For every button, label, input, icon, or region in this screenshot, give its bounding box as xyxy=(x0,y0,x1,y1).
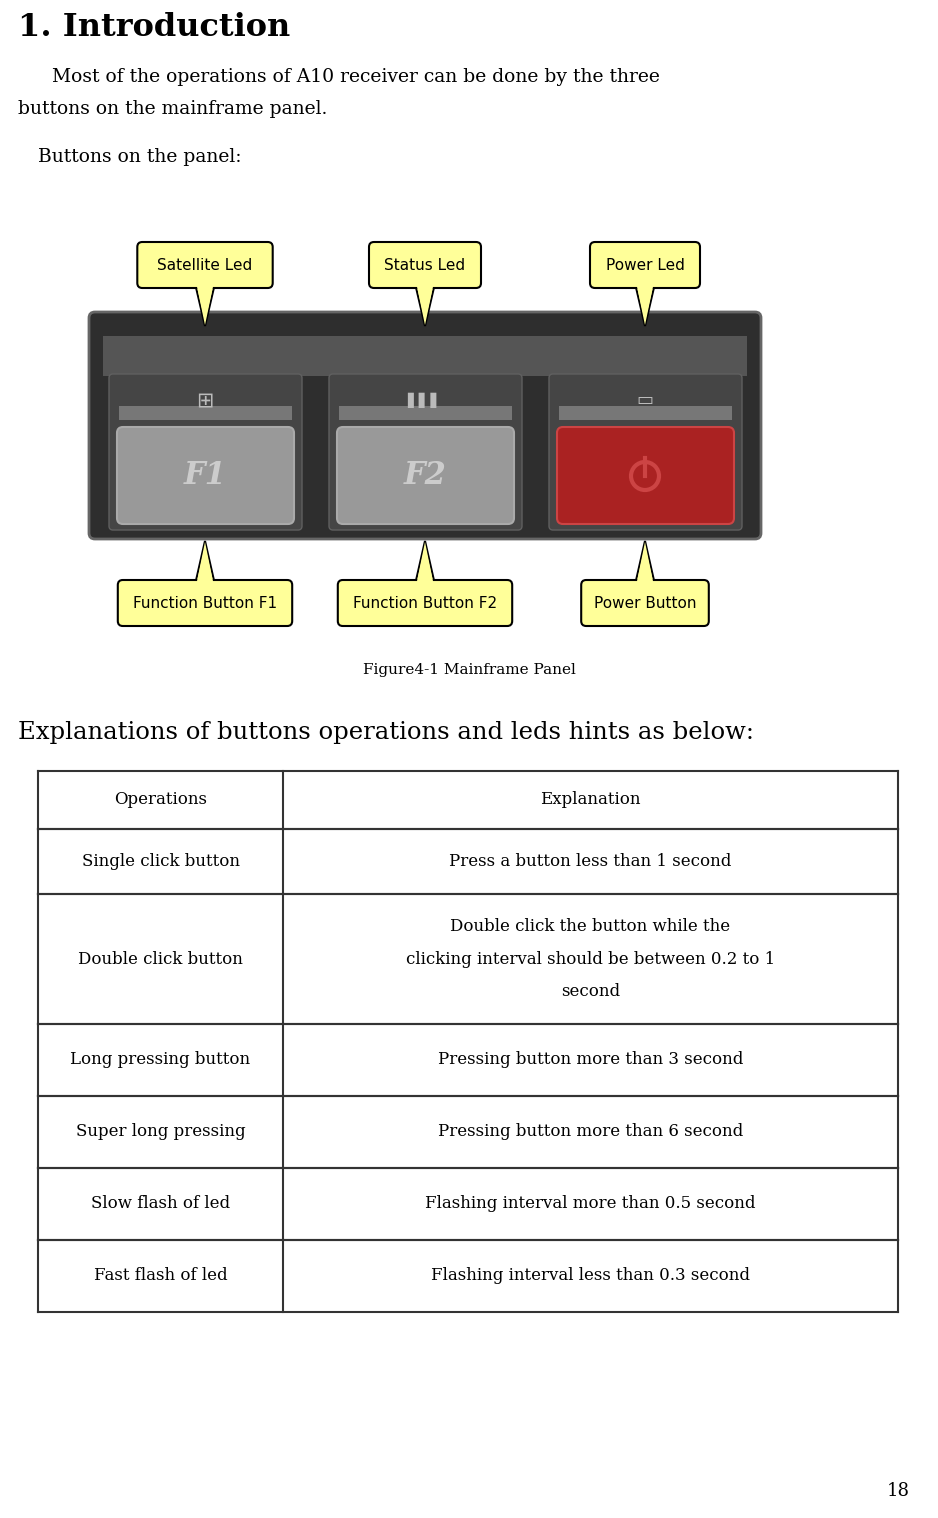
Text: Most of the operations of A10 receiver can be done by the three: Most of the operations of A10 receiver c… xyxy=(52,68,659,87)
Text: ▌▌▌: ▌▌▌ xyxy=(407,392,443,408)
Polygon shape xyxy=(195,282,215,326)
Text: Operations: Operations xyxy=(114,791,207,809)
FancyBboxPatch shape xyxy=(117,427,294,524)
Text: ▭: ▭ xyxy=(637,392,654,408)
Polygon shape xyxy=(416,282,434,325)
FancyBboxPatch shape xyxy=(557,427,734,524)
Polygon shape xyxy=(415,540,435,584)
Text: Flashing interval more than 0.5 second: Flashing interval more than 0.5 second xyxy=(425,1196,756,1213)
Text: Press a button less than 1 second: Press a button less than 1 second xyxy=(449,853,732,870)
FancyBboxPatch shape xyxy=(118,580,293,625)
Text: ⊞: ⊞ xyxy=(196,390,214,410)
FancyBboxPatch shape xyxy=(339,405,512,420)
FancyBboxPatch shape xyxy=(119,405,292,420)
FancyBboxPatch shape xyxy=(590,241,700,288)
FancyBboxPatch shape xyxy=(137,241,273,288)
FancyBboxPatch shape xyxy=(549,373,742,530)
Text: Slow flash of led: Slow flash of led xyxy=(91,1196,230,1213)
Text: Explanation: Explanation xyxy=(540,791,641,809)
FancyBboxPatch shape xyxy=(582,580,709,625)
FancyBboxPatch shape xyxy=(329,373,522,530)
Text: Figure4-1 Mainframe Panel: Figure4-1 Mainframe Panel xyxy=(363,663,575,677)
Text: Function Button F2: Function Button F2 xyxy=(353,595,497,610)
Text: 18: 18 xyxy=(887,1482,910,1500)
Text: Double click button: Double click button xyxy=(78,950,243,967)
Text: Pressing button more than 6 second: Pressing button more than 6 second xyxy=(438,1123,743,1140)
Text: clicking interval should be between 0.2 to 1: clicking interval should be between 0.2 … xyxy=(406,950,775,967)
Polygon shape xyxy=(415,282,435,326)
Text: Super long pressing: Super long pressing xyxy=(76,1123,246,1140)
Polygon shape xyxy=(636,542,654,586)
Text: Flashing interval less than 0.3 second: Flashing interval less than 0.3 second xyxy=(431,1268,750,1284)
Polygon shape xyxy=(195,540,215,584)
Text: Fast flash of led: Fast flash of led xyxy=(94,1268,227,1284)
Text: Power Button: Power Button xyxy=(594,595,696,610)
Text: buttons on the mainframe panel.: buttons on the mainframe panel. xyxy=(18,100,327,118)
Text: Buttons on the panel:: Buttons on the panel: xyxy=(38,147,241,165)
Polygon shape xyxy=(196,282,214,325)
Text: Function Button F1: Function Button F1 xyxy=(133,595,277,610)
FancyBboxPatch shape xyxy=(559,405,732,420)
Polygon shape xyxy=(635,282,655,326)
Text: Long pressing button: Long pressing button xyxy=(70,1052,250,1069)
Text: second: second xyxy=(561,984,620,1000)
FancyBboxPatch shape xyxy=(109,373,302,530)
Polygon shape xyxy=(635,540,655,584)
FancyBboxPatch shape xyxy=(369,241,481,288)
Polygon shape xyxy=(416,542,434,586)
Text: Pressing button more than 3 second: Pressing button more than 3 second xyxy=(438,1052,743,1069)
Text: Power Led: Power Led xyxy=(606,258,685,273)
FancyBboxPatch shape xyxy=(338,580,512,625)
FancyBboxPatch shape xyxy=(337,427,514,524)
Polygon shape xyxy=(636,282,654,325)
FancyBboxPatch shape xyxy=(103,335,747,376)
Text: 1. Introduction: 1. Introduction xyxy=(18,12,290,43)
Text: Satellite Led: Satellite Led xyxy=(158,258,252,273)
Text: Single click button: Single click button xyxy=(82,853,239,870)
Text: F2: F2 xyxy=(403,460,446,492)
Polygon shape xyxy=(196,542,214,586)
FancyBboxPatch shape xyxy=(89,313,761,539)
Text: Status Led: Status Led xyxy=(385,258,465,273)
Text: Double click the button while the: Double click the button while the xyxy=(450,918,731,935)
Text: F1: F1 xyxy=(184,460,226,492)
Text: Explanations of buttons operations and leds hints as below:: Explanations of buttons operations and l… xyxy=(18,721,754,744)
